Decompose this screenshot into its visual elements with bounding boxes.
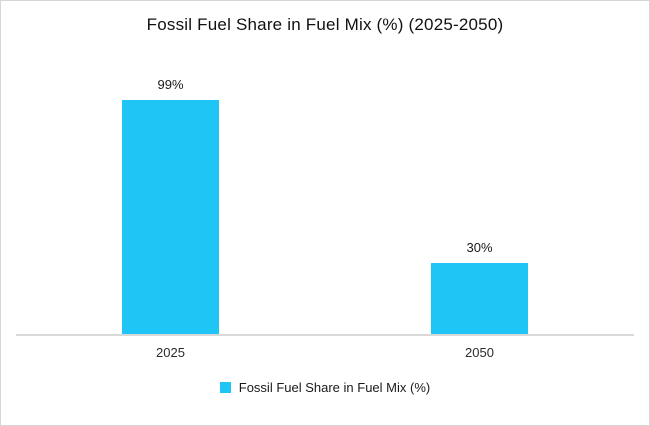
bar-value-label: 99% — [157, 77, 184, 92]
legend: Fossil Fuel Share in Fuel Mix (%) — [1, 380, 649, 395]
bar — [122, 100, 219, 334]
bar-value-label: 30% — [466, 240, 493, 255]
legend-label: Fossil Fuel Share in Fuel Mix (%) — [238, 380, 431, 395]
bar — [431, 263, 528, 334]
chart-title: Fossil Fuel Share in Fuel Mix (%) (2025-… — [146, 15, 504, 34]
x-axis-labels: 2025 2050 — [16, 336, 634, 360]
plot-area: 99% 30% — [16, 44, 634, 336]
x-axis-label: 2025 — [156, 345, 185, 360]
bar-group-2025: 99% — [16, 44, 325, 334]
bar-group-2050: 30% — [325, 44, 634, 334]
legend-marker-icon — [219, 382, 231, 393]
x-axis-label: 2050 — [465, 345, 494, 360]
